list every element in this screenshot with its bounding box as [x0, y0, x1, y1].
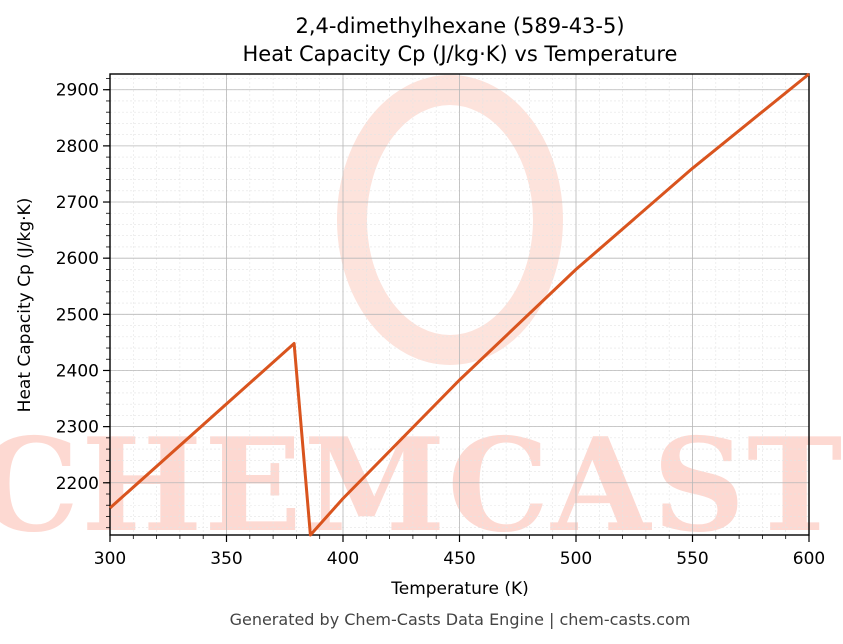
y-tick-label: 2500: [56, 305, 99, 325]
axis-ticks: [103, 78, 810, 542]
y-tick-labels: 2200 2300 2400 2500 2600 2700 2800 2900: [56, 81, 99, 494]
x-tick-label: 550: [676, 549, 708, 569]
x-tick-label: 600: [793, 549, 825, 569]
y-tick-label: 2600: [56, 249, 99, 269]
y-tick-label: 2400: [56, 361, 99, 381]
series-line: [109, 72, 810, 537]
x-tick-label: 500: [560, 549, 592, 569]
x-tick-label: 300: [94, 549, 126, 569]
major-grid: [109, 74, 810, 535]
y-tick-label: 2200: [56, 474, 99, 494]
x-axis-label: Temperature (K): [390, 579, 529, 599]
y-axis-label: Heat Capacity Cp (J/kg·K): [15, 198, 35, 413]
series-group: [109, 72, 810, 537]
x-tick-label: 350: [210, 549, 242, 569]
x-tick-labels: 300 350 400 450 500 550 600: [94, 549, 825, 569]
footer-text: Generated by Chem-Casts Data Engine | ch…: [230, 610, 691, 629]
watermark-ring: [337, 75, 563, 365]
x-tick-label: 400: [327, 549, 359, 569]
chart-title-line1: 2,4-dimethylhexane (589-43-5): [295, 14, 624, 38]
y-tick-label: 2900: [56, 81, 99, 101]
watermark-text: CHEMCASTS: [0, 411, 843, 561]
chart-title-line2: Heat Capacity Cp (J/kg·K) vs Temperature: [243, 42, 678, 66]
y-tick-label: 2700: [56, 193, 99, 213]
x-tick-label: 450: [443, 549, 475, 569]
y-tick-label: 2300: [56, 418, 99, 438]
y-tick-label: 2800: [56, 137, 99, 157]
